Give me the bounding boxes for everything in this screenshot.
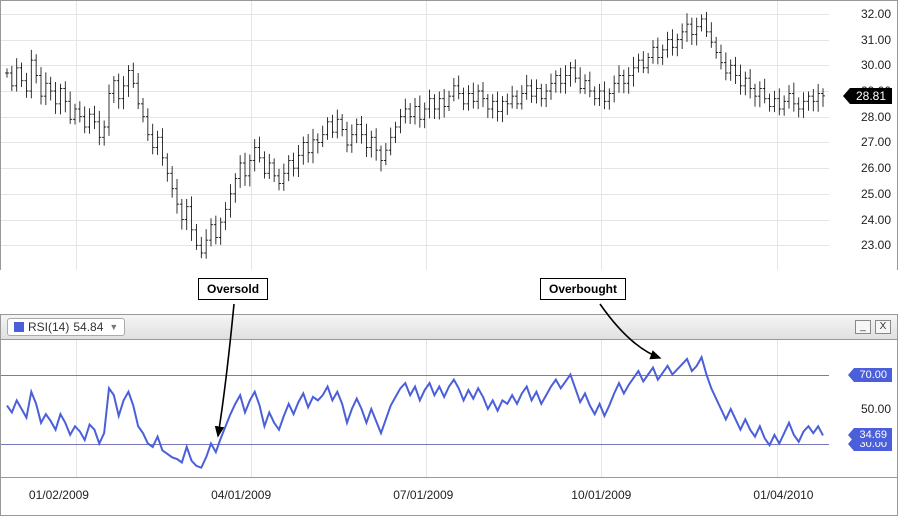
xaxis-tick-label: 07/01/2009 [393,488,453,502]
price-ytick-label: 32.00 [861,7,891,21]
rsi-header-bar: RSI(14) 54.84 ▼ _ X [0,314,898,340]
rsi-color-swatch [14,322,24,332]
rsi-band-line [1,444,829,446]
xaxis-panel: 01/02/2009 04/01/2009 07/01/2009 10/01/2009… [0,478,898,516]
price-ytick-label: 27.00 [861,135,891,149]
rsi-ytick-label: 50.00 [861,402,891,416]
rsi-indicator-value: 54.84 [73,320,103,334]
price-chart-panel: 23.0024.0025.0026.0027.0028.0029.0030.00… [0,0,898,270]
price-ytick-label: 28.00 [861,110,891,124]
price-ytick-label: 31.00 [861,33,891,47]
price-ytick-label: 23.00 [861,238,891,252]
rsi-indicator-name: RSI(14) [28,320,69,334]
chevron-down-icon: ▼ [109,322,118,332]
rsi-chart-panel: 50.0030.0070.0034.69 [0,340,898,478]
price-ytick-label: 26.00 [861,161,891,175]
annotation-overbought: Overbought [540,278,626,300]
price-last-value: 28.81 [856,89,886,103]
rsi-band-line [1,375,829,377]
rsi-line-series [1,340,829,478]
close-button[interactable]: X [875,320,891,334]
xaxis-tick-label: 10/01/2009 [571,488,631,502]
xaxis-tick-label: 01/04/2010 [753,488,813,502]
xaxis-tick-label: 04/01/2009 [211,488,271,502]
price-ytick-label: 30.00 [861,58,891,72]
rsi-band-label: 70.00 [854,368,892,382]
price-ytick-label: 24.00 [861,213,891,227]
price-ohlc-series [1,1,829,271]
annotation-oversold: Oversold [198,278,268,300]
price-ytick-label: 25.00 [861,187,891,201]
minimize-button[interactable]: _ [855,320,871,334]
rsi-indicator-pill[interactable]: RSI(14) 54.84 ▼ [7,318,125,336]
rsi-last-flag: 34.69 [854,428,892,442]
xaxis-tick-label: 01/02/2009 [29,488,89,502]
price-last-flag: 28.81 [850,88,892,104]
